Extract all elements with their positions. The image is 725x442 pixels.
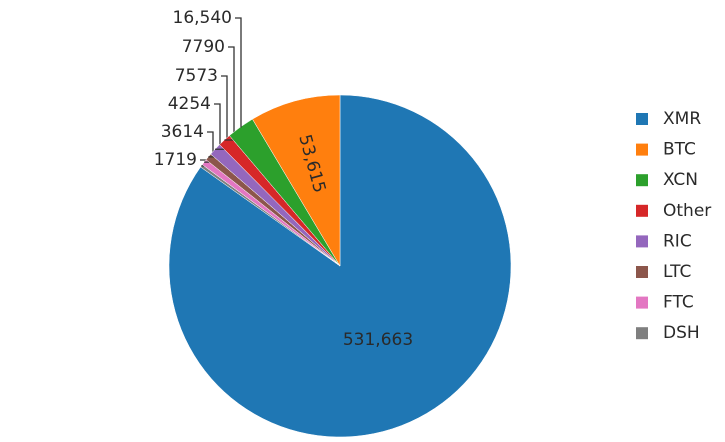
legend-label: XCN [663,170,698,190]
legend-label: RIC [663,231,692,251]
slice-label: 1719 [154,150,197,170]
legend-swatch [636,266,648,278]
legend-label: BTC [663,140,696,160]
legend-swatch [636,174,648,187]
slice-label: 7790 [182,37,225,57]
slice-label: 3614 [161,122,204,142]
legend-label: DSH [663,323,700,343]
slice-label: 4254 [168,94,211,114]
legend-label: XMR [663,109,701,129]
leader-line [215,75,228,150]
slice-label: 16,540 [173,8,232,28]
legend-label: FTC [663,293,694,313]
leader-line [204,131,214,163]
leader-line [235,17,242,128]
legend-swatch [636,204,648,217]
legend-swatch [636,235,648,248]
slice-label: 7573 [175,66,218,86]
legend-label: LTC [663,262,691,282]
legend-swatch [636,327,648,340]
pie-slice [252,94,341,267]
slice-label: 531,663 [343,330,413,350]
leader-line [224,46,235,141]
legend-swatch [636,143,648,156]
legend-swatch [636,296,648,309]
legend-label: Other [663,201,711,221]
legend-swatch [636,113,648,125]
